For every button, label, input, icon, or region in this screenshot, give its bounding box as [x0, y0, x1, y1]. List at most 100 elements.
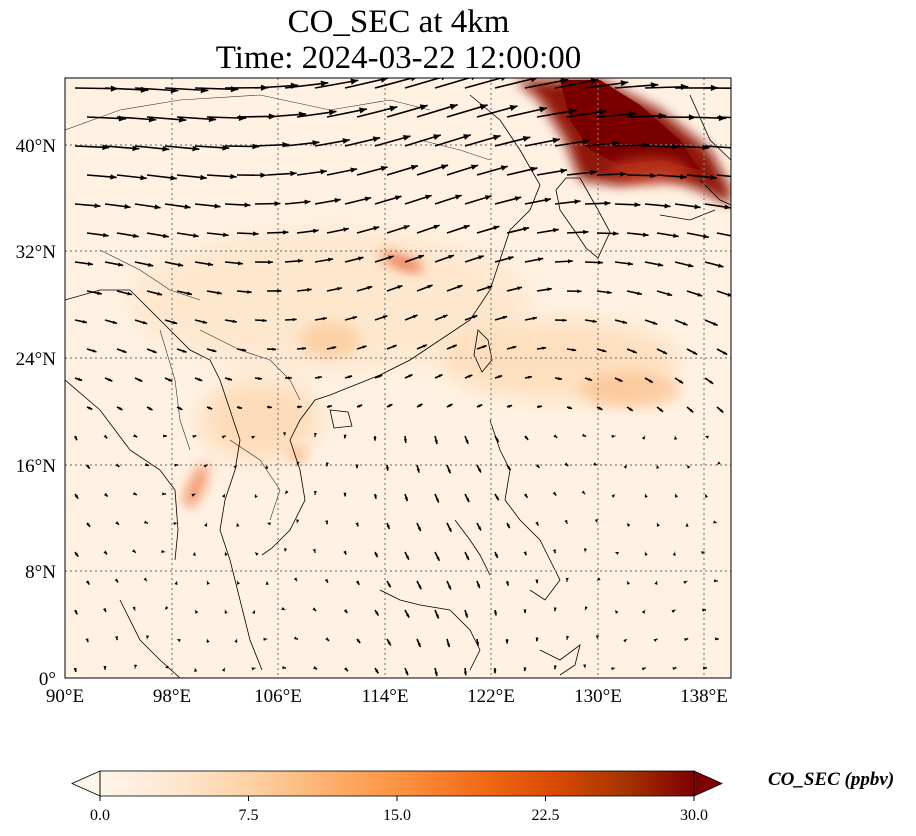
wind-vector-head: [514, 196, 522, 202]
wind-vector-head: [403, 225, 410, 230]
wind-vector-head: [532, 316, 537, 321]
wind-vector-head: [374, 553, 378, 558]
wind-vector-head: [232, 319, 237, 323]
wind-vector-head: [448, 527, 452, 532]
wind-vector-head: [367, 285, 373, 290]
wind-vector-head: [501, 78, 506, 81]
wind-vector-head: [689, 408, 694, 413]
wind-vector-head: [664, 203, 671, 209]
wind-vector-head: [434, 440, 438, 445]
lon-tick-label: 106°E: [254, 686, 302, 707]
wind-vector-head: [244, 202, 251, 208]
wind-vector-head: [234, 638, 238, 643]
wind-vector-head: [674, 435, 678, 440]
wind-vector-head: [254, 493, 258, 498]
wind-vector-head: [260, 172, 267, 178]
wind-vector-head: [350, 78, 359, 85]
wind-vector-head: [348, 375, 353, 379]
wind-vector-head: [596, 577, 601, 582]
wind-vector-head: [313, 665, 317, 670]
wind-vector-head: [448, 404, 453, 408]
wind-vector-head: [362, 345, 367, 349]
wind-vector-head: [417, 643, 421, 648]
concentration-field: [130, 80, 731, 510]
wind-vector-head: [597, 260, 603, 265]
wind-vector-head: [607, 290, 612, 295]
wind-vector-head: [476, 584, 480, 589]
wind-vector-head: [380, 165, 388, 172]
wind-vector-head: [253, 231, 259, 236]
wind-vector-head: [312, 228, 319, 234]
wind-vector-head: [184, 204, 191, 210]
wind-vector-head: [397, 285, 403, 290]
wind-vector-head: [641, 609, 646, 614]
wind-vector-head: [425, 194, 432, 200]
wind-vector-head: [117, 262, 124, 267]
colorbar-tick-label: 7.5: [239, 807, 259, 824]
wind-vector-head: [517, 286, 523, 291]
wind-vector-head: [553, 434, 558, 438]
wind-vector-head: [304, 199, 311, 205]
wind-vector-head: [274, 201, 281, 207]
wind-vector-head: [134, 664, 138, 669]
wind-vector-head: [206, 580, 210, 585]
wind-vector-head: [577, 289, 582, 294]
map-title-line2: Time: 2024-03-22 12:00:00: [215, 40, 582, 76]
wind-vector-head: [388, 404, 393, 408]
wind-vector-head: [436, 556, 440, 561]
wind-vector-head: [477, 468, 481, 473]
wind-vector-head: [222, 144, 230, 151]
wind-vector-head: [405, 555, 409, 560]
wind-vector-head: [703, 666, 707, 670]
wind-vector-head: [582, 138, 590, 145]
wind-vector-head: [359, 107, 367, 114]
wind-vector-head: [562, 318, 567, 322]
wind-vector-head: [342, 138, 350, 144]
wind-vector-head: [465, 556, 469, 561]
wind-vector-head: [115, 463, 120, 467]
wind-vector-head: [611, 667, 616, 671]
colorbar-label: CO_SEC (ppbv): [768, 769, 895, 790]
wind-vector-head: [328, 405, 332, 409]
wind-vector-head: [583, 548, 587, 553]
wind-vector-head: [228, 377, 233, 381]
wind-vector-head: [283, 548, 288, 553]
wind-vector-head: [598, 109, 607, 116]
wind-vector-head: [178, 116, 187, 123]
wind-vector-head: [494, 553, 498, 558]
wind-vector-head: [704, 493, 709, 498]
wind-vector-head: [710, 174, 717, 181]
wind-vector-head: [325, 462, 329, 467]
wind-vector-head: [628, 407, 633, 411]
colorbar: 0.0 7.5 15.0 22.5 30.0: [71, 770, 723, 824]
wind-vector-head: [471, 78, 475, 81]
wind-vector-head: [143, 577, 148, 582]
colorbar-tick-label: 22.5: [532, 807, 560, 824]
wind-vector-head: [388, 255, 394, 260]
wind-vector-head: [404, 497, 408, 502]
wind-vector-head: [626, 580, 631, 585]
wind-vector-head: [724, 204, 731, 210]
wind-vector-head: [703, 233, 709, 239]
wind-vector-head: [74, 610, 78, 615]
wind-vector-head: [574, 199, 581, 205]
wind-vector-head: [322, 317, 327, 321]
wind-vector-head: [552, 137, 560, 144]
wind-vector-head: [620, 80, 629, 87]
wind-vector-head: [602, 349, 607, 353]
wind-vector-head: [692, 351, 698, 355]
wind-vector-head: [132, 491, 137, 495]
wind-vector-head: [320, 80, 329, 87]
wind-vector-head: [307, 288, 312, 292]
lat-tick-label: 0°: [39, 669, 56, 690]
wind-vector-head: [418, 404, 423, 408]
wind-vector-head: [157, 291, 163, 296]
wind-vector-head: [704, 435, 709, 439]
wind-vector-head: [392, 345, 397, 349]
wind-vector-head: [465, 439, 469, 444]
wind-vector-head: [375, 669, 379, 674]
wind-vector-head: [372, 136, 381, 143]
wind-vector-head: [194, 609, 199, 614]
colorbar-gradient: [100, 771, 694, 796]
lat-axis: 0° 8°N 16°N 24°N 32°N 40°N: [16, 136, 57, 690]
